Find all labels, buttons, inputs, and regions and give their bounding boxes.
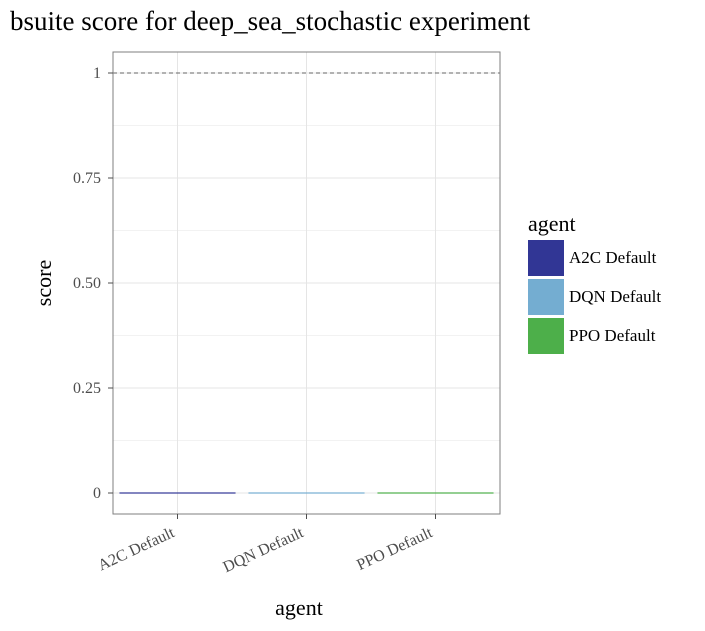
bar <box>377 492 494 494</box>
legend-label: PPO Default <box>569 326 656 345</box>
bar <box>248 492 365 494</box>
y-tick-label: 0.50 <box>73 275 101 292</box>
x-tick-label: PPO Default <box>354 524 435 574</box>
legend-key <box>528 279 564 315</box>
legend-label: A2C Default <box>569 248 657 267</box>
plot-panel: 0 0.25 0.50 0.75 1 A2C Default DQN Default PPO … <box>73 51 501 576</box>
legend-key <box>528 318 564 354</box>
y-tick-label: 0 <box>93 485 101 502</box>
legend-title: agent <box>528 211 576 236</box>
legend-label: DQN Default <box>569 287 661 306</box>
legend-key <box>528 240 564 276</box>
bar <box>119 492 236 494</box>
y-tick-label: 1 <box>93 65 101 82</box>
y-tick-label: 0.25 <box>73 380 101 397</box>
x-tick-label: DQN Default <box>220 524 306 576</box>
y-axis-title: score <box>31 260 56 306</box>
y-tick-label: 0.75 <box>73 170 101 187</box>
chart-title: bsuite score for deep_sea_stochastic exp… <box>10 6 531 36</box>
legend: agent A2C Default DQN Default PPO Default <box>528 211 661 354</box>
x-axis-title: agent <box>275 595 323 620</box>
x-tick-label: A2C Default <box>96 524 178 574</box>
